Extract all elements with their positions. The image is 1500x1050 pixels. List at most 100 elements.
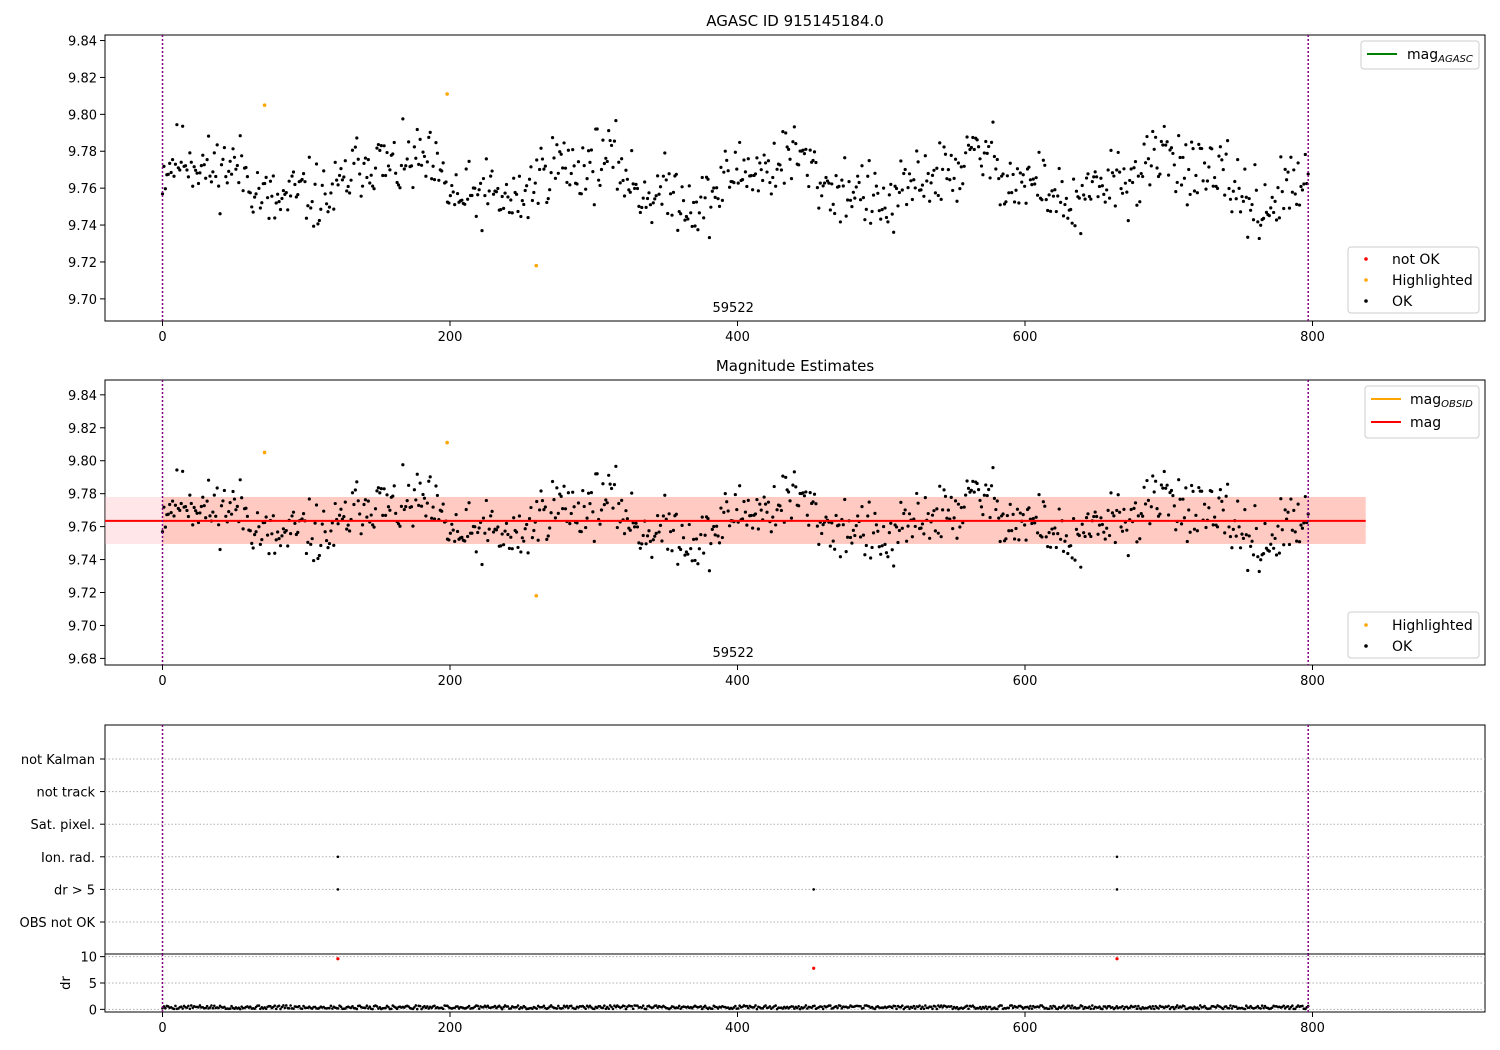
p4-dr-point — [1150, 1007, 1153, 1010]
p1-ok-point — [548, 188, 552, 192]
p2-ok-point — [205, 499, 209, 503]
p2-ok-point — [494, 528, 499, 532]
p2-ok-point — [887, 531, 891, 535]
p1-ok-point — [430, 177, 434, 181]
p4-dr-point — [1214, 1006, 1218, 1009]
p4-dr-point — [1301, 1004, 1304, 1008]
p1-ok-point — [943, 152, 948, 156]
p2-ok-point — [562, 484, 566, 488]
p2-highlighted-point — [445, 440, 449, 445]
p1-ok-point — [889, 182, 893, 186]
p1-ok-point — [480, 228, 484, 233]
p4-dr-point — [208, 1006, 212, 1009]
p4-dr-point — [1209, 1007, 1212, 1010]
p1-ok-point — [160, 192, 165, 196]
p2-ok-point — [1073, 558, 1077, 562]
p1-ok-point — [440, 169, 444, 173]
p2-ok-point — [1299, 523, 1303, 527]
p1-ok-point — [1148, 183, 1152, 187]
p4-dr-point — [477, 1007, 481, 1010]
p2-ok-point — [1187, 508, 1191, 512]
p4-dr-point — [1080, 1005, 1084, 1008]
p2-ok-point — [834, 513, 838, 518]
p1-ok-point — [300, 177, 304, 182]
p1-ok-point — [1028, 178, 1033, 182]
p4-dr-point — [934, 1005, 937, 1008]
p1-ok-point — [257, 186, 261, 190]
p2-ok-point — [867, 500, 871, 504]
p1-ok-point — [1040, 198, 1044, 202]
p2-ok-point — [1054, 545, 1058, 550]
p2-ok-point — [742, 499, 746, 504]
p1-ok-point — [1228, 197, 1233, 201]
p1-ok-point — [956, 161, 961, 165]
p1-ok-point — [296, 192, 300, 197]
p1-ok-point — [1177, 134, 1181, 138]
p1-ok-point — [1106, 168, 1110, 172]
p2-ok-point — [1143, 502, 1148, 506]
p2-ok-point — [876, 529, 880, 533]
p1-ok-point — [775, 167, 779, 171]
p2-ok-point — [232, 497, 237, 501]
p2-ok-point — [502, 543, 506, 547]
p1-ok-point — [405, 157, 409, 161]
p1-ok-point — [1282, 206, 1286, 211]
p1-ok-point — [512, 176, 516, 180]
p4-dr-point — [1067, 1004, 1071, 1008]
p1-ok-point — [537, 167, 542, 172]
p1-highlighted-point — [445, 92, 449, 96]
p3-flag-point — [1115, 888, 1119, 891]
p4-ytick-label: 5 — [89, 977, 97, 992]
p2-ok-point — [588, 502, 592, 506]
p1-ok-point — [470, 193, 474, 198]
p1-ok-point — [402, 167, 406, 171]
p1-ok-point — [1286, 170, 1290, 174]
p2-ok-point — [250, 541, 254, 545]
p2-ok-point — [1192, 527, 1197, 531]
p4-dr-point — [949, 1004, 953, 1008]
p1-ok-point — [1133, 159, 1138, 164]
p2-ok-point — [320, 522, 324, 526]
p2-ok-point — [1034, 515, 1038, 519]
p1-ok-point — [643, 180, 647, 184]
p2-ok-point — [959, 505, 963, 510]
p2-ok-point — [172, 514, 176, 518]
p4-dr-point — [1191, 1007, 1195, 1011]
p1-ok-point — [899, 159, 903, 163]
p4-dr-point — [1167, 1004, 1170, 1008]
p1-legend-label: OK — [1392, 294, 1413, 310]
p2-ok-point — [1169, 488, 1174, 493]
p2-ok-point — [641, 533, 645, 538]
p1-ok-point — [324, 202, 329, 206]
p1-ok-point — [1082, 193, 1086, 197]
p1-ok-point — [1017, 201, 1021, 205]
p1-ok-point — [853, 196, 857, 200]
p1-ok-point — [274, 201, 278, 205]
p1-ok-point — [1187, 167, 1191, 172]
p4-dr-point — [901, 1004, 904, 1008]
p1-ok-point — [874, 184, 878, 188]
p2-ok-point — [460, 535, 464, 539]
p2-ok-point — [1012, 537, 1017, 541]
p4-dr-point — [929, 1005, 933, 1009]
p1-ok-point — [419, 163, 424, 167]
p1-ok-point — [890, 212, 894, 216]
p2-ok-point — [1246, 568, 1250, 573]
p2-ok-point — [717, 541, 722, 545]
p2-legend-label: OK — [1392, 639, 1413, 655]
p4-dr-point — [569, 1004, 573, 1008]
p2-ok-point — [1287, 542, 1292, 547]
p4-dr-point — [1148, 1005, 1152, 1008]
p1-ok-point — [251, 210, 255, 214]
p4-dr-point — [603, 1004, 606, 1007]
p2-ok-point — [686, 552, 690, 556]
p2-ok-point — [229, 512, 234, 516]
p2-ok-point — [680, 523, 684, 528]
p2-ok-point — [516, 545, 520, 550]
p1-ok-point — [822, 181, 827, 185]
p1-ok-point — [556, 171, 560, 175]
p2-ok-point — [965, 479, 969, 483]
p2-ok-point — [1277, 551, 1282, 555]
p2-ok-point — [808, 491, 812, 495]
p1-ok-point — [873, 171, 877, 175]
